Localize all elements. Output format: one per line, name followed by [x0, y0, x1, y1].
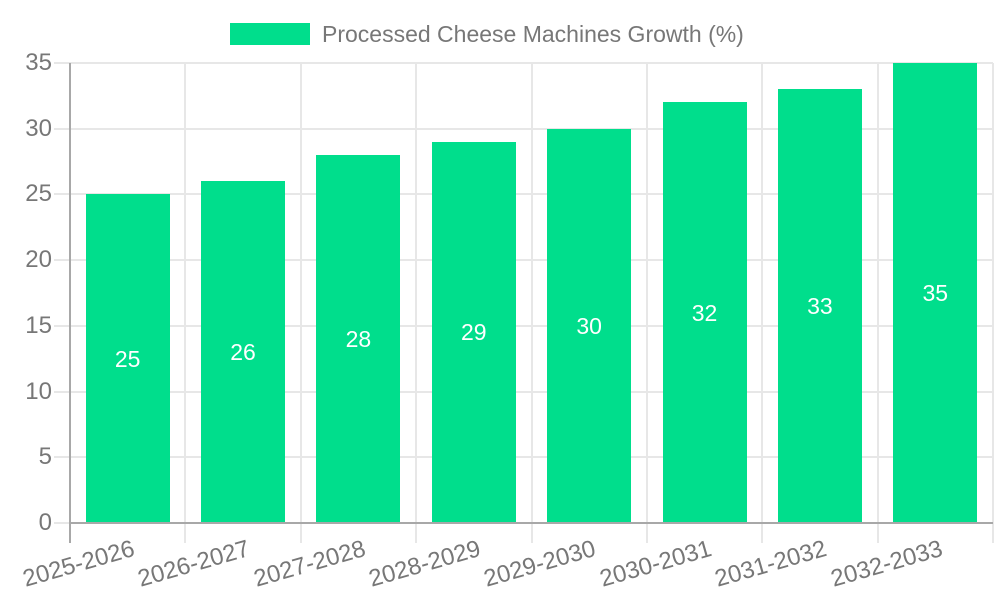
x-tick-label: 2027-2028 [250, 535, 369, 593]
v-gridline [530, 63, 533, 543]
bar [85, 194, 170, 523]
bar [547, 128, 632, 523]
h-gridline [54, 127, 993, 130]
bar-value-label: 32 [691, 299, 718, 326]
bar-value-label: 35 [922, 280, 949, 306]
y-tick-label: 10 [25, 377, 52, 405]
y-tick-label: 35 [25, 49, 52, 76]
v-gridline [761, 63, 764, 543]
h-gridline [54, 62, 993, 64]
x-tick-label: 2030-2031 [596, 535, 715, 593]
h-gridline [54, 193, 993, 196]
y-tick-label: 25 [25, 180, 52, 208]
x-tick-label: 2032-2033 [827, 535, 946, 593]
h-gridline [54, 456, 993, 459]
bar-value-label: 28 [345, 326, 372, 352]
v-gridline [184, 63, 187, 543]
y-tick-label: 20 [25, 246, 52, 274]
x-tick-label: 2029-2030 [481, 535, 600, 593]
y-tick-label: 0 [38, 509, 52, 536]
legend-swatch [230, 23, 310, 45]
h-gridline [54, 390, 993, 393]
x-tick-label: 2026-2027 [135, 535, 253, 593]
bar [431, 141, 516, 523]
v-gridline [299, 63, 302, 543]
bar [777, 89, 862, 523]
v-gridline [876, 63, 879, 543]
x-tick-label: 2031-2032 [712, 535, 830, 593]
bar-value-label: 29 [461, 319, 487, 346]
bar-value-label: 26 [230, 339, 256, 366]
legend[interactable]: Processed Cheese Machines Growth (%) [230, 22, 744, 46]
bar [316, 155, 401, 523]
v-gridline [415, 63, 418, 543]
bar [662, 102, 747, 523]
y-axis-line [69, 63, 71, 543]
x-tick-label: 2025-2026 [19, 535, 138, 593]
y-tick-mark [54, 522, 70, 524]
v-gridline [645, 63, 648, 543]
y-tick-label: 5 [38, 443, 52, 471]
x-axis-line [69, 522, 993, 524]
bar-value-label: 33 [807, 293, 833, 320]
y-tick-label: 15 [25, 311, 52, 339]
bar [893, 63, 978, 523]
y-tick-label: 30 [25, 114, 52, 142]
bar-value-label: 25 [114, 345, 141, 372]
h-gridline [54, 324, 993, 327]
h-gridline [54, 259, 993, 262]
legend-label: Processed Cheese Machines Growth (%) [322, 21, 744, 47]
bar [201, 181, 286, 523]
x-tick-label: 2028-2029 [365, 535, 484, 593]
v-gridline [992, 63, 994, 543]
bar-value-label: 30 [576, 312, 602, 339]
